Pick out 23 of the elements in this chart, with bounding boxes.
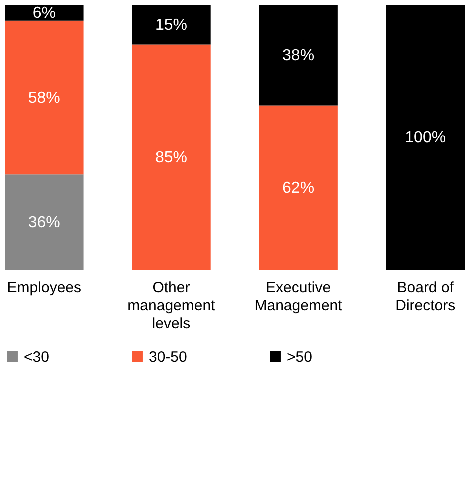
x-tick-label: Board of Directors — [396, 280, 456, 314]
data-label: 6% — [32, 4, 56, 22]
bar — [132, 44, 211, 270]
bar — [259, 5, 338, 106]
data-label: 15% — [155, 16, 188, 34]
bar — [5, 5, 84, 21]
bar — [386, 5, 465, 270]
legend-label: >50 — [287, 348, 312, 366]
x-tick-label: Other management levels — [128, 280, 216, 332]
data-label: 58% — [28, 90, 60, 107]
data-label: 62% — [282, 180, 315, 197]
bar — [5, 20, 84, 175]
data-label: 38% — [282, 47, 315, 64]
bar — [132, 5, 211, 45]
data-label: 36% — [28, 214, 60, 232]
x-tick-label: Executive Management — [254, 280, 344, 314]
legend-label: <30 — [24, 348, 50, 366]
data-label: 85% — [155, 149, 188, 166]
bar — [5, 174, 84, 270]
x-tick-label: Employees — [7, 280, 82, 296]
data-label: 100% — [405, 130, 446, 146]
bar — [259, 106, 338, 270]
legend-label: 30-50 — [149, 348, 188, 366]
